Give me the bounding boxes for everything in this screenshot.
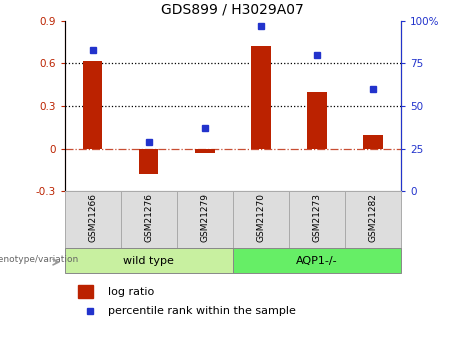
Bar: [83, 61, 102, 149]
Bar: [177, 191, 233, 248]
Text: genotype/variation: genotype/variation: [0, 255, 79, 264]
Bar: [345, 191, 401, 248]
Text: GSM21273: GSM21273: [313, 193, 321, 242]
Bar: [195, 149, 214, 153]
Text: AQP1-/-: AQP1-/-: [296, 256, 338, 266]
Bar: [307, 92, 327, 149]
Text: GSM21270: GSM21270: [256, 193, 266, 242]
Bar: [233, 191, 289, 248]
Text: GSM21266: GSM21266: [88, 193, 97, 242]
Bar: [139, 149, 159, 174]
Bar: [289, 191, 345, 248]
Title: GDS899 / H3029A07: GDS899 / H3029A07: [161, 3, 304, 17]
Text: GSM21276: GSM21276: [144, 193, 153, 242]
Bar: [65, 248, 233, 273]
Text: percentile rank within the sample: percentile rank within the sample: [108, 306, 296, 316]
Text: GSM21282: GSM21282: [368, 193, 378, 242]
Bar: [363, 135, 383, 149]
Bar: [233, 248, 401, 273]
Text: wild type: wild type: [123, 256, 174, 266]
Text: GSM21279: GSM21279: [200, 193, 209, 242]
Bar: [251, 46, 271, 149]
Bar: [78, 285, 93, 298]
Bar: [65, 191, 121, 248]
Bar: [121, 191, 177, 248]
Text: log ratio: log ratio: [108, 287, 154, 296]
